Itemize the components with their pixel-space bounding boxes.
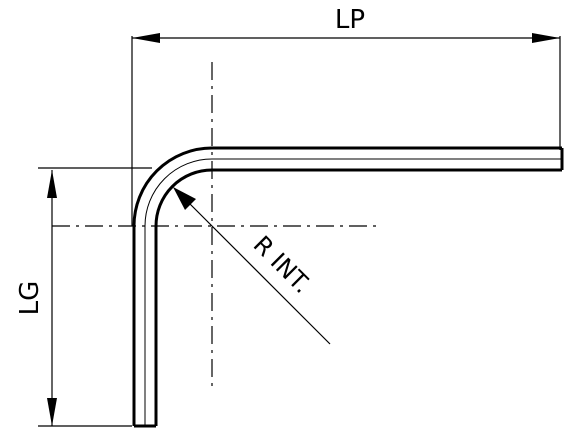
tube-inner-wall (154, 168, 562, 426)
extension-lines (38, 36, 561, 427)
lp-label: LP (335, 5, 365, 35)
lp-dimension-line (132, 33, 560, 43)
tube-center-line (144, 158, 562, 426)
tube-outer-wall (132, 146, 562, 426)
radius-label: R INT. (248, 230, 316, 298)
lg-dimension-line (47, 170, 57, 426)
lg-arrow-top (47, 170, 57, 198)
lp-arrow-left (132, 33, 160, 43)
lg-label: LG (15, 281, 45, 316)
radius-leader (173, 187, 331, 345)
center-lines (52, 62, 376, 392)
lp-arrow-right (532, 33, 560, 43)
radius-arrow (173, 187, 196, 210)
lg-arrow-bottom (47, 398, 57, 426)
bent-tube (132, 146, 564, 428)
